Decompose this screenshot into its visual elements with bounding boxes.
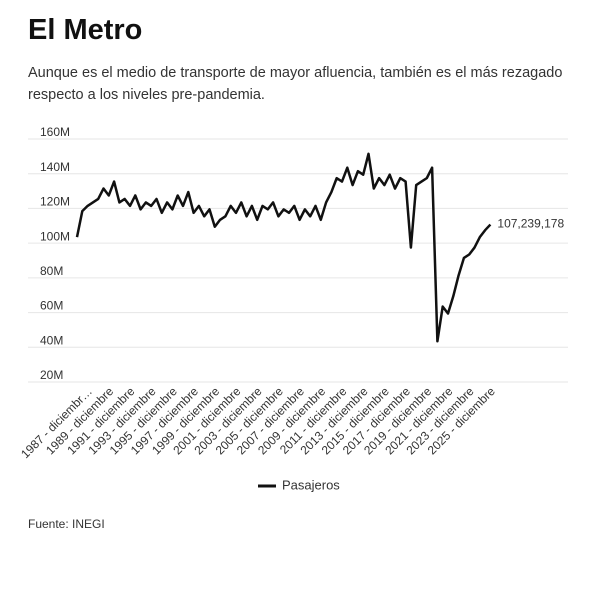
y-tick-label: 60M [40, 299, 63, 313]
y-tick-label: 40M [40, 333, 63, 347]
y-tick-label: 100M [40, 229, 70, 243]
y-tick-label: 120M [40, 195, 70, 209]
y-tick-label: 80M [40, 264, 63, 278]
y-tick-label: 140M [40, 160, 70, 174]
legend-label: Pasajeros [282, 477, 340, 492]
subtitle: Aunque es el medio de transporte de mayo… [28, 65, 563, 103]
title: El Metro [28, 14, 143, 46]
y-tick-label: 20M [40, 368, 63, 382]
value-label: 107,239,178 [497, 217, 564, 231]
source: Fuente: INEGI [28, 517, 105, 531]
y-tick-label: 160M [40, 125, 70, 139]
data-line [75, 152, 492, 343]
